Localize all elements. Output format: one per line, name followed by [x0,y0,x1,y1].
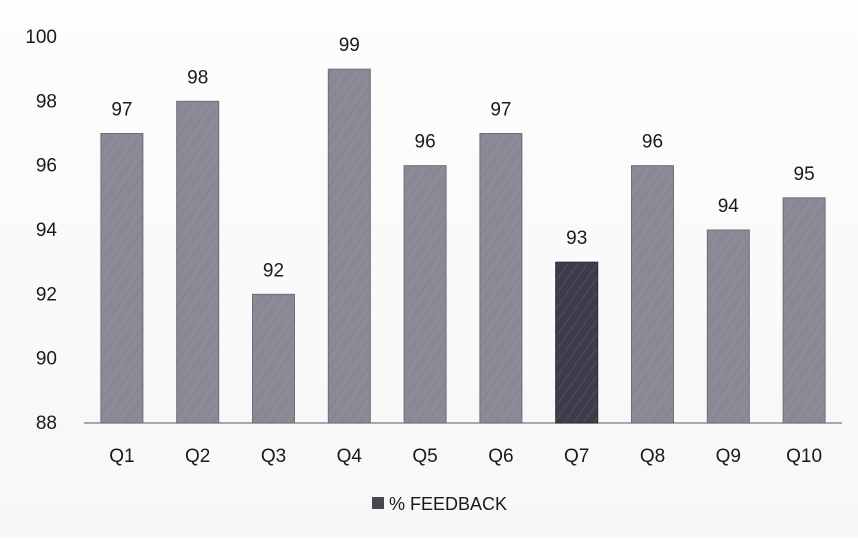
bar [706,229,750,424]
x-axis-tick-label: Q6 [488,446,513,467]
x-axis-tick-label: Q7 [564,446,589,467]
x-axis-tick-label: Q5 [412,446,437,467]
bar [403,165,447,424]
bar-data-label: 96 [415,132,436,153]
x-axis-tick-label: Q4 [337,446,363,467]
x-axis-tick-label: Q10 [786,446,822,467]
bars-group [100,68,826,424]
x-axis-tick-labels: Q1 Q2 Q3 Q4 Q5 Q6 Q7 Q8 Q9 Q10 [109,446,822,467]
bar-data-label: 93 [566,228,587,249]
bar [479,133,523,424]
x-axis-tick-label: Q8 [640,446,665,467]
data-labels-group: 97 98 92 99 96 97 93 96 94 95 [111,35,814,281]
y-axis-tick-label: 98 [36,91,57,112]
y-axis-tick-label: 92 [36,284,57,305]
bar-data-label: 97 [111,100,132,121]
legend-swatch [372,497,384,509]
x-axis-tick-label: Q9 [716,446,741,467]
bar-data-label: 99 [339,35,360,56]
bar [631,165,674,424]
bar [252,293,295,424]
y-axis-tick-label: 90 [36,349,57,370]
y-axis-tick-label: 94 [36,220,58,241]
bar [555,261,599,424]
y-axis-tick-label: 96 [36,156,57,177]
y-axis-tick-label: 88 [36,413,57,434]
bar-data-label: 97 [490,100,511,121]
legend: % FEEDBACK [372,494,507,514]
y-axis-tick-label: 100 [25,27,57,48]
bar-data-label: 92 [263,260,284,281]
bar [176,100,220,424]
y-axis-tick-labels: 100 98 96 94 92 90 88 [25,27,57,434]
bar-data-label: 95 [794,164,815,185]
legend-label: % FEEDBACK [389,494,507,514]
bar-data-label: 98 [187,67,208,88]
x-axis-tick-label: Q2 [185,446,210,467]
x-axis-tick-label: Q3 [261,446,286,467]
bar [782,197,826,424]
x-axis-tick-label: Q1 [109,446,134,467]
bar-data-label: 94 [718,196,740,217]
bar-data-label: 96 [642,132,663,153]
bar [100,133,144,424]
bar [327,68,371,424]
